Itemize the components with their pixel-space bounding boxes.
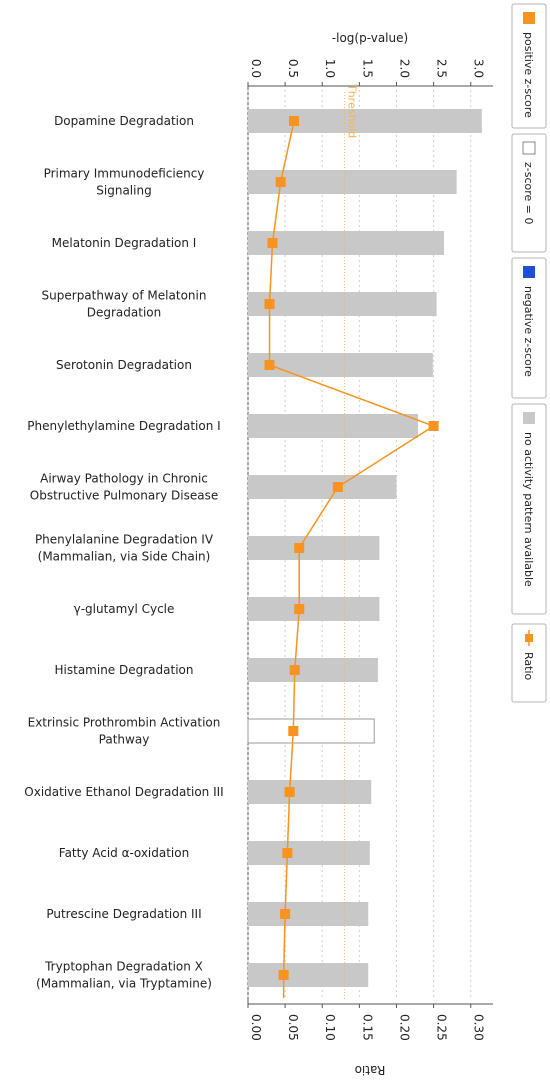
legend-item-box (511, 133, 547, 253)
bar (248, 963, 369, 987)
category-label: Extrinsic Prothrombin Activation (28, 716, 221, 730)
category-label: Phenylalanine Degradation IV (35, 533, 214, 547)
legend-label: positive z-score (522, 32, 535, 118)
bottom-axis: 0.00 0.05 0.10 0.15 0.20 0.25 0.30 Ratio (247, 1003, 493, 1077)
legend: positive z-score z-score = 0 negative z-sc… (511, 3, 547, 703)
legend-swatch (523, 266, 535, 278)
bar (247, 718, 375, 744)
threshold: Threshold (344, 83, 359, 1000)
threshold-label: Threshold (346, 83, 359, 138)
top-tick-label: 2.0 (397, 59, 411, 78)
legend-item-box (511, 403, 547, 615)
top-tick-label: 0.5 (286, 59, 300, 78)
category-label: Dopamine Degradation (54, 114, 194, 128)
category-label: Melatonin Degradation I (52, 236, 197, 250)
bar (248, 231, 444, 255)
ratio-marker (289, 116, 300, 126)
category-label: Histamine Degradation (55, 663, 194, 677)
ratio-marker (264, 360, 275, 370)
bottom-tick-label: 0.25 (435, 1014, 449, 1041)
bar (248, 780, 372, 804)
category-label: (Mammalian, via Tryptamine) (36, 977, 212, 991)
ratio-marker (428, 421, 439, 431)
ratio-marker (294, 543, 305, 553)
top-axis-title: -log(p-value) (332, 31, 408, 45)
ratio-series (264, 116, 439, 998)
top-tick-label: 2.5 (435, 59, 449, 78)
top-tick-label: 1.0 (323, 59, 337, 78)
bottom-tick-label: 0.30 (472, 1014, 486, 1041)
category-label: (Mammalian, via Side Chain) (38, 550, 211, 564)
ratio-marker (280, 909, 291, 919)
bar (248, 597, 380, 621)
ratio-marker (294, 604, 305, 614)
top-tick-label: 3.0 (472, 59, 486, 78)
legend-swatch (523, 412, 535, 424)
bottom-tick-label: 0.15 (360, 1014, 374, 1041)
bottom-tick-label: 0.20 (397, 1014, 411, 1041)
ratio-marker (284, 787, 295, 797)
bottom-axis-title: Ratio (355, 1063, 386, 1077)
bars (247, 109, 482, 987)
category-label: Putrescine Degradation III (46, 907, 201, 921)
bar (248, 475, 397, 499)
category-label: Serotonin Degradation (56, 358, 192, 372)
bar (248, 353, 433, 377)
bar (248, 109, 482, 133)
category-label: Tryptophan Degradation X (44, 960, 203, 974)
category-label: Superpathway of Melatonin (42, 289, 207, 303)
bottom-tick-label: 0.05 (286, 1014, 300, 1041)
ratio-line (268, 120, 436, 998)
category-label: Obstructive Pulmonary Disease (30, 489, 219, 503)
bottom-tick-label: 0.10 (323, 1014, 337, 1041)
top-tick-label: 0.0 (249, 59, 263, 78)
bar (248, 536, 380, 560)
ratio-marker (289, 665, 300, 675)
bar (248, 902, 369, 926)
legend-swatch (523, 12, 535, 24)
category-label: Pathway (99, 733, 150, 747)
legend-item-box (511, 623, 547, 703)
top-axis: 0.0 0.5 1.0 1.5 2.0 2.5 3.0 -log(p-value) (247, 31, 493, 87)
top-tick-label: 1.5 (360, 59, 374, 78)
bar (248, 292, 437, 316)
category-label: γ-glutamyl Cycle (74, 602, 175, 616)
ratio-marker (267, 238, 278, 248)
category-label: Signaling (96, 184, 151, 198)
category-label: Airway Pathology in Chronic (40, 472, 208, 486)
ratio-marker (278, 970, 289, 980)
legend-swatch (522, 141, 536, 155)
category-labels: Dopamine Degradation Primary Immunodefici… (24, 114, 223, 991)
legend-label: z-score = 0 (522, 162, 535, 225)
category-label: Primary Immunodeficiency (44, 167, 205, 181)
ratio-marker (288, 726, 299, 736)
ratio-marker (264, 299, 275, 309)
category-label: Phenylethylamine Degradation I (27, 419, 220, 433)
bar (248, 841, 370, 865)
legend-label: negative z-score (522, 286, 535, 377)
ratio-marker (282, 848, 293, 858)
category-label: Oxidative Ethanol Degradation III (24, 785, 223, 799)
legend-label: Ratio (522, 652, 535, 681)
category-label: Degradation (87, 306, 161, 320)
legend-item-box (511, 3, 547, 129)
category-label: Fatty Acid α-oxidation (59, 846, 189, 860)
ratio-marker (332, 482, 343, 492)
legend-label: no activity pattern available (522, 432, 535, 587)
bottom-tick-label: 0.00 (249, 1014, 263, 1041)
legend-marker-swatch (525, 634, 533, 642)
legend-item-box (511, 257, 547, 399)
ratio-marker (275, 177, 286, 187)
bar (248, 658, 378, 682)
bar (248, 414, 419, 438)
